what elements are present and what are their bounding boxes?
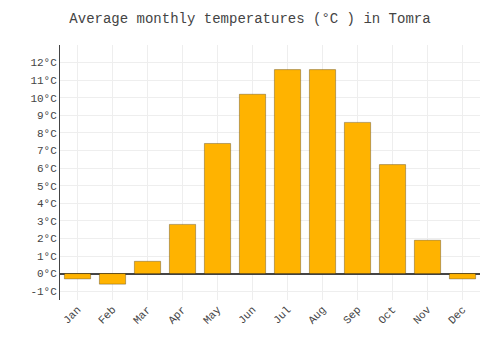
svg-text:7°C: 7°C	[37, 145, 57, 157]
svg-text:Average monthly temperatures (: Average monthly temperatures (°C ) in To…	[69, 11, 430, 27]
svg-text:4°C: 4°C	[37, 198, 57, 210]
svg-text:Oct: Oct	[376, 304, 398, 326]
svg-text:1°C: 1°C	[37, 251, 57, 263]
svg-text:10°C: 10°C	[30, 93, 57, 105]
svg-text:9°C: 9°C	[37, 110, 57, 122]
svg-text:Jan: Jan	[61, 304, 83, 326]
svg-text:Mar: Mar	[131, 304, 153, 326]
svg-text:Jul: Jul	[271, 304, 293, 326]
svg-text:6°C: 6°C	[37, 163, 57, 175]
svg-text:0°C: 0°C	[37, 268, 57, 280]
svg-text:3°C: 3°C	[37, 216, 57, 228]
svg-text:Feb: Feb	[96, 304, 118, 326]
svg-text:Dec: Dec	[446, 304, 468, 326]
svg-text:-1°C: -1°C	[30, 286, 57, 298]
svg-text:2°C: 2°C	[37, 233, 57, 245]
svg-text:12°C: 12°C	[30, 57, 57, 69]
svg-text:Jun: Jun	[236, 304, 258, 326]
svg-text:Apr: Apr	[166, 304, 188, 326]
svg-text:Sep: Sep	[341, 304, 363, 326]
svg-text:Aug: Aug	[306, 304, 328, 326]
svg-text:8°C: 8°C	[37, 128, 57, 140]
svg-text:11°C: 11°C	[30, 75, 57, 87]
svg-text:5°C: 5°C	[37, 181, 57, 193]
svg-text:Nov: Nov	[411, 304, 434, 327]
svg-text:May: May	[201, 304, 224, 327]
